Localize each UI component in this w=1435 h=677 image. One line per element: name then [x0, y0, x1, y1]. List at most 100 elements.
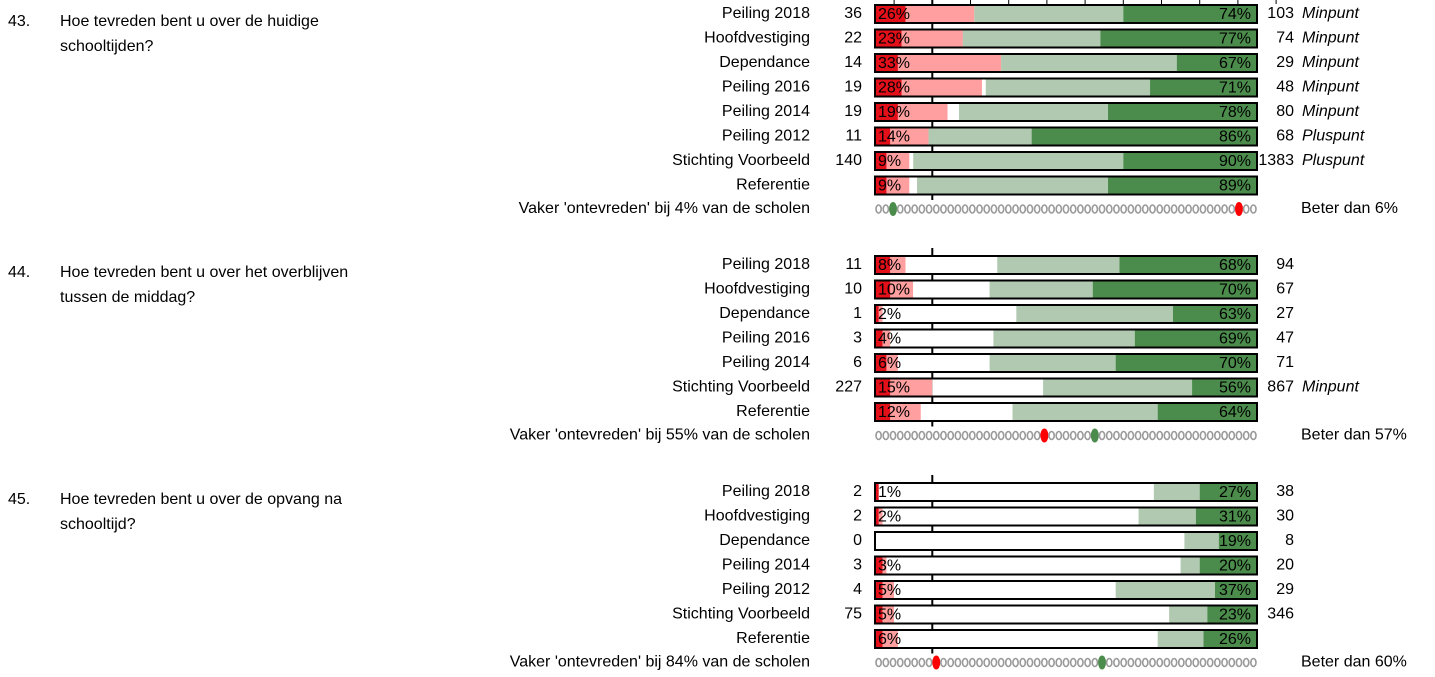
- dot: [1156, 657, 1164, 668]
- bar-segment: [882, 581, 895, 599]
- bar-frame: [874, 604, 1258, 625]
- dot: [1221, 430, 1228, 441]
- n-negative: 19: [844, 103, 862, 120]
- n-negative: 11: [845, 256, 862, 273]
- dot: [1105, 657, 1113, 668]
- bar-segment: [1207, 605, 1257, 624]
- dot: [1235, 657, 1243, 668]
- bar-frame: [874, 304, 1258, 324]
- dot: [968, 430, 976, 441]
- dot: [925, 657, 933, 668]
- n-negative: 3: [853, 557, 862, 574]
- dot: [983, 204, 991, 214]
- dot: [1141, 204, 1149, 214]
- positive-pct: 78%: [1219, 104, 1251, 121]
- negative-pct: 26%: [878, 6, 910, 23]
- dot: [961, 430, 969, 441]
- bar-frame: [874, 402, 1258, 422]
- bar-segment: [875, 329, 883, 348]
- row-label: Referentie: [736, 403, 810, 420]
- row-label: Peiling 2018: [722, 5, 810, 22]
- dot: [896, 204, 904, 214]
- dot: [940, 657, 947, 668]
- note: Minpunt: [1302, 379, 1359, 396]
- positive-pct: 74%: [1219, 6, 1251, 23]
- bar-segment: [985, 78, 1151, 97]
- dot: [1177, 430, 1185, 441]
- n-positive: 30: [1276, 508, 1294, 525]
- dot: [947, 204, 955, 214]
- negative-pct: 14%: [878, 129, 910, 146]
- dot: [1185, 430, 1192, 441]
- bar-segment: [875, 483, 879, 501]
- dot: [1141, 657, 1149, 668]
- n-positive: 1383: [1258, 152, 1294, 169]
- dot: [1012, 204, 1019, 214]
- n-negative: 227: [835, 379, 862, 396]
- bar-frame: [874, 175, 1258, 196]
- dot: [1026, 204, 1034, 214]
- better-than: Beter dan 57%: [1301, 427, 1407, 444]
- bar-segment: [875, 127, 891, 146]
- bar-frame: [874, 555, 1258, 576]
- positive-pct: 70%: [1219, 282, 1251, 299]
- dot: [1048, 430, 1055, 441]
- bar-segment: [1153, 483, 1200, 501]
- dot: [961, 657, 969, 668]
- dot: [875, 657, 883, 668]
- bar-segment: [882, 630, 898, 648]
- bar-segment: [878, 305, 883, 323]
- negative-pct: 1%: [878, 484, 901, 501]
- bar-segment: [886, 176, 910, 195]
- n-positive: 27: [1276, 305, 1294, 322]
- dot: [1199, 657, 1207, 668]
- bar-segment: [1100, 29, 1257, 48]
- dot: [1019, 430, 1027, 441]
- dot: [997, 204, 1005, 214]
- negative-pct: 12%: [878, 404, 910, 421]
- dot: [1213, 204, 1221, 214]
- dot: [1206, 430, 1214, 441]
- bar-segment: [1108, 176, 1257, 195]
- dot: [1105, 430, 1113, 441]
- dot: [875, 430, 883, 441]
- dot: [1098, 204, 1106, 214]
- note: Minpunt: [1302, 103, 1359, 120]
- dot: [1019, 657, 1027, 668]
- dot: [997, 430, 1005, 441]
- note: Minpunt: [1302, 54, 1359, 71]
- positive-pct: 77%: [1219, 31, 1251, 48]
- n-negative: 0: [853, 532, 862, 549]
- dot: [896, 657, 904, 668]
- n-negative: 75: [844, 606, 862, 623]
- row-label: Peiling 2018: [722, 256, 810, 273]
- dot: [1055, 430, 1063, 441]
- dot: [1062, 657, 1070, 668]
- dot: [925, 204, 933, 214]
- dot: [1199, 430, 1207, 441]
- bar-segment: [1115, 354, 1257, 372]
- question-number: 43.: [8, 13, 30, 30]
- n-negative: 6: [853, 354, 862, 371]
- dot: [961, 204, 969, 214]
- bar-segment: [981, 78, 986, 97]
- dot: [911, 430, 919, 441]
- negative-pct: 9%: [878, 153, 901, 170]
- dot: [918, 204, 926, 214]
- positive-pct: 67%: [1219, 55, 1251, 72]
- dot: [1113, 657, 1120, 668]
- dot: [1048, 657, 1055, 668]
- negative-pct: 8%: [878, 257, 901, 274]
- dot: [1127, 657, 1135, 668]
- dot: [1040, 204, 1048, 214]
- bar-segment: [928, 127, 1032, 146]
- bar-segment: [875, 507, 879, 526]
- positive-pct: 90%: [1219, 153, 1251, 170]
- dot: [1213, 657, 1221, 668]
- note: Pluspunt: [1302, 128, 1365, 145]
- bar-segment: [878, 483, 1154, 501]
- bar-frame: [874, 482, 1258, 502]
- n-positive: 94: [1276, 256, 1294, 273]
- dot: [1242, 657, 1250, 668]
- dot: [1113, 204, 1120, 214]
